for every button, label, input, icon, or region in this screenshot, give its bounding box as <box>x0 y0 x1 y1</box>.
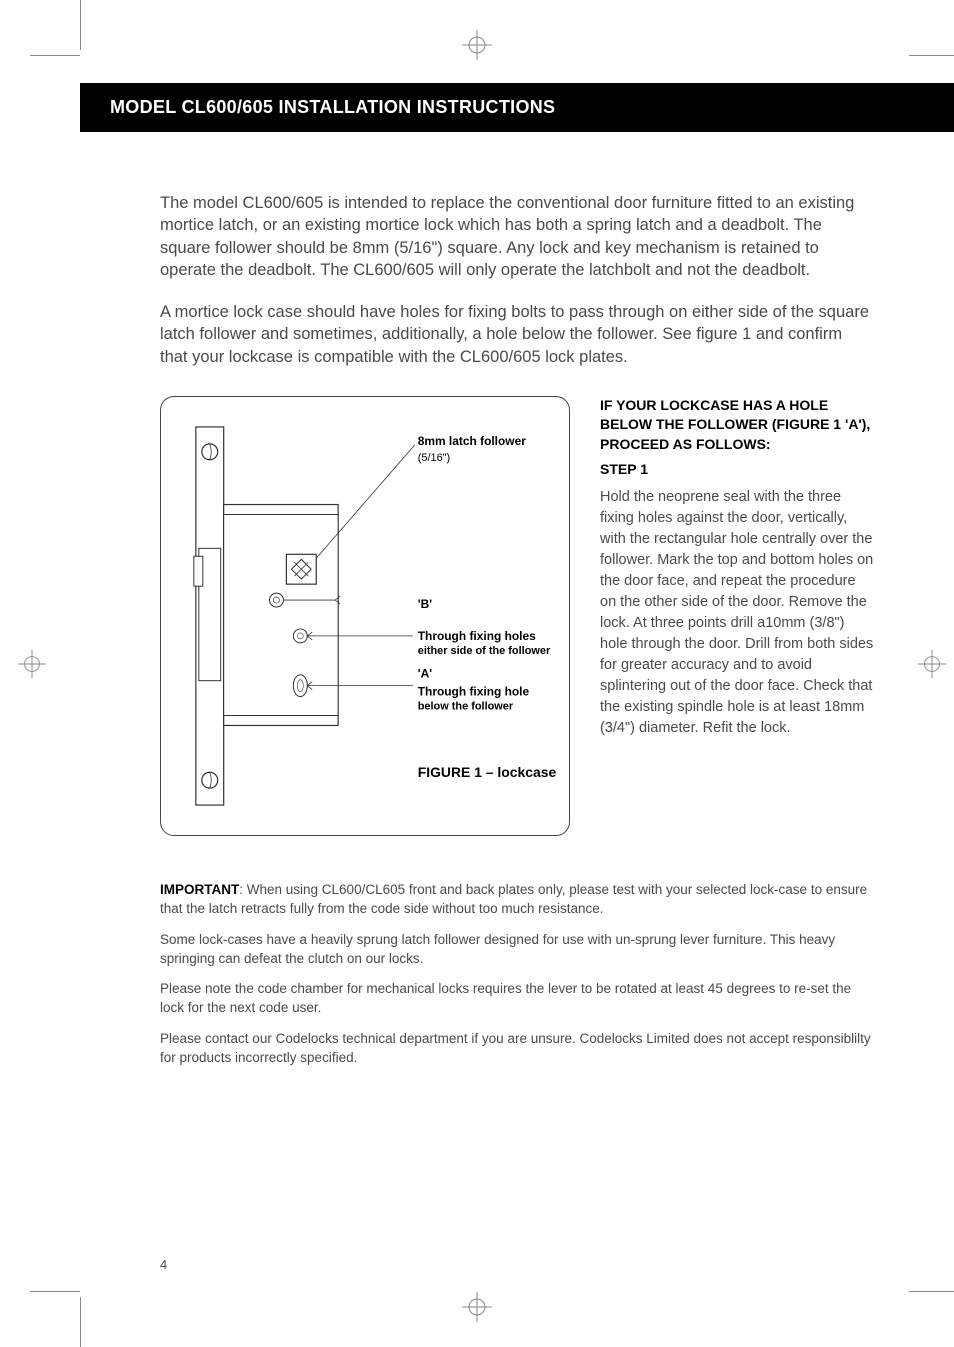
page-number: 4 <box>160 1257 167 1272</box>
register-mark-icon <box>18 650 46 683</box>
intro-paragraph: The model CL600/605 is intended to repla… <box>160 192 874 281</box>
step-heading: IF YOUR LOCKCASE HAS A HOLE BELOW THE FO… <box>600 396 874 455</box>
figure-label: 8mm latch follower <box>418 434 526 448</box>
important-label: IMPORTANT <box>160 882 239 897</box>
step-column: IF YOUR LOCKCASE HAS A HOLE BELOW THE FO… <box>600 396 874 739</box>
figure-label: Through fixing hole <box>418 684 530 698</box>
figure-label: below the follower <box>418 700 514 712</box>
important-paragraph: IMPORTANT: When using CL600/CL605 front … <box>160 881 874 919</box>
step-body-text: Hold the neoprene seal with the three fi… <box>600 487 874 739</box>
crop-mark <box>80 1297 81 1347</box>
figure-row: 8mm latch follower (5/16") 'B' Through f… <box>160 396 874 836</box>
figure-lockcase-diagram: 8mm latch follower (5/16") 'B' Through f… <box>160 396 570 836</box>
page-content: MODEL CL600/605 INSTALLATION INSTRUCTION… <box>80 55 954 1292</box>
important-paragraph: Please contact our Codelocks technical d… <box>160 1030 874 1068</box>
figure-label: 'A' <box>418 667 432 681</box>
content-area: The model CL600/605 is intended to repla… <box>80 132 954 1110</box>
step-number-label: STEP 1 <box>600 461 874 477</box>
figure-label: either side of the follower <box>418 645 551 657</box>
important-section: IMPORTANT: When using CL600/CL605 front … <box>160 881 874 1068</box>
crop-mark <box>30 55 80 56</box>
register-mark-icon <box>462 1292 492 1327</box>
page-title: MODEL CL600/605 INSTALLATION INSTRUCTION… <box>110 97 924 118</box>
figure-label: 'B' <box>418 597 432 611</box>
figure-label: Through fixing holes <box>418 629 536 643</box>
crop-mark <box>80 0 81 50</box>
crop-mark <box>30 1291 80 1292</box>
important-text: : When using CL600/CL605 front and back … <box>160 882 867 916</box>
intro-paragraph: A mortice lock case should have holes fo… <box>160 301 874 368</box>
figure-caption: FIGURE 1 – lockcase <box>418 764 557 780</box>
important-paragraph: Some lock-cases have a heavily sprung la… <box>160 931 874 969</box>
figure-label: (5/16") <box>418 452 450 464</box>
header-bar: MODEL CL600/605 INSTALLATION INSTRUCTION… <box>80 83 954 132</box>
important-paragraph: Please note the code chamber for mechani… <box>160 980 874 1018</box>
